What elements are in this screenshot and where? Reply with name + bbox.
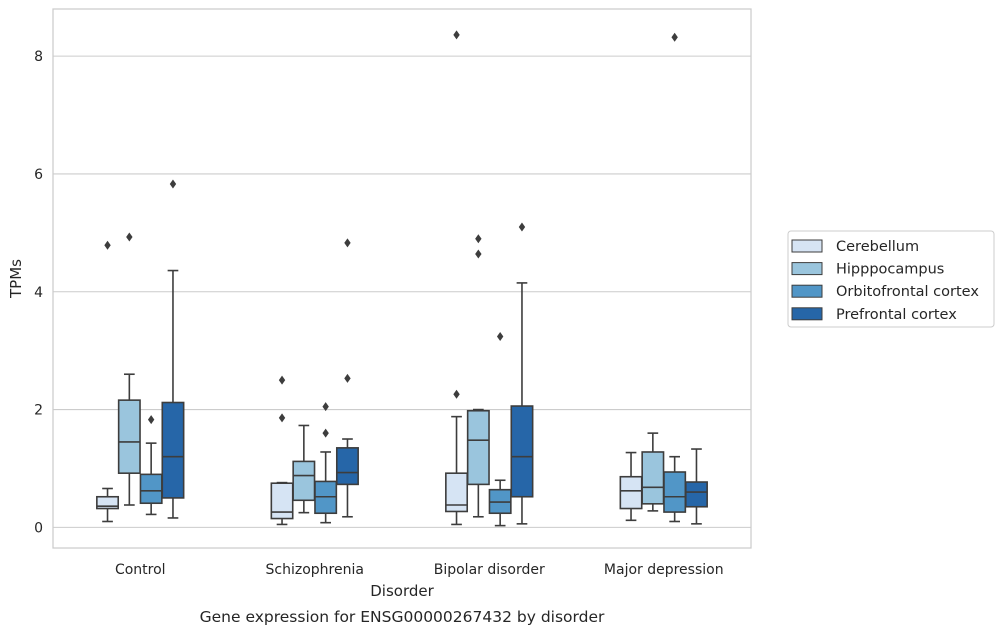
plot-area-frame: [52, 8, 752, 549]
box-iqr: [292, 460, 316, 502]
legend-label: Orbitofrontal cortex: [836, 284, 979, 300]
y-tick-label: 0: [34, 520, 43, 536]
box-1-2: [314, 402, 338, 524]
y-tick-label: 2: [34, 403, 43, 419]
y-tick-label: 4: [34, 285, 43, 301]
box-1-3: [335, 238, 359, 518]
box-iqr: [663, 471, 687, 513]
x-tick-label: Major depression: [604, 562, 724, 578]
box-iqr: [641, 451, 665, 505]
box-iqr: [510, 405, 534, 498]
outlier-point: [344, 238, 351, 248]
box-1-1: [292, 424, 316, 514]
y-tick-label: 6: [34, 167, 43, 183]
box-0-3: [161, 179, 185, 519]
legend-swatch: [791, 284, 823, 298]
legend-label: Hipppocampus: [836, 262, 944, 278]
legend-label: Prefrontal cortex: [836, 307, 957, 323]
box-3-3: [684, 448, 708, 525]
box-iqr: [335, 447, 359, 486]
outlier-point: [322, 428, 329, 438]
outlier-point: [453, 30, 460, 40]
outlier-point: [475, 249, 482, 259]
outlier-point: [169, 179, 177, 189]
outlier-point: [322, 402, 329, 412]
box-2-3: [510, 222, 534, 525]
outlier-point: [518, 222, 526, 232]
legend: Cerebellum Hipppocampus Orbitofrontal cort…: [787, 230, 995, 328]
boxes: [96, 30, 708, 527]
box-iqr: [96, 495, 120, 510]
outlier-point: [278, 375, 286, 385]
legend-frame: [787, 230, 995, 328]
x-tick-label: Schizophrenia: [266, 562, 364, 578]
box-2-0: [445, 30, 469, 526]
box-iqr: [619, 475, 643, 510]
x-axis-ticks: Control Schizophrenia Bipolar disorder Majo…: [115, 562, 724, 578]
box-0-1: [117, 232, 141, 506]
box-iqr: [270, 482, 294, 520]
outlier-point: [344, 373, 351, 383]
box-3-2: [663, 32, 687, 523]
box-1-0: [270, 375, 294, 526]
legend-swatch: [791, 307, 823, 321]
box-3-1: [641, 432, 665, 512]
y-tick-label: 8: [34, 49, 43, 65]
y-axis-title: TPMs: [7, 259, 25, 299]
box-iqr: [445, 472, 469, 513]
outlier-point: [278, 413, 286, 423]
outlier-point: [475, 234, 482, 244]
box-3-0: [619, 451, 643, 522]
box-iqr: [139, 473, 163, 505]
box-2-2: [488, 332, 512, 527]
y-axis-ticks: 0 2 4 6 8: [34, 49, 43, 536]
box-0-2: [139, 415, 163, 516]
legend-swatch: [791, 239, 823, 253]
outlier-point: [453, 389, 460, 399]
box-2-1: [466, 234, 490, 518]
outlier-point: [496, 332, 504, 342]
legend-label: Cerebellum: [836, 239, 919, 255]
box-iqr: [466, 409, 490, 486]
outlier-point: [104, 240, 111, 250]
outlier-point: [147, 415, 155, 425]
outlier-point: [671, 32, 678, 42]
legend-swatch: [791, 262, 823, 276]
x-axis-title: Disorder: [370, 582, 434, 600]
x-tick-label: Control: [115, 562, 166, 578]
x-tick-label: Bipolar disorder: [434, 562, 545, 578]
box-0-0: [96, 240, 120, 523]
box-iqr: [684, 481, 708, 508]
outlier-point: [126, 232, 133, 242]
box-iqr: [161, 401, 185, 499]
box-iqr: [117, 399, 141, 474]
chart-caption: Gene expression for ENSG00000267432 by d…: [200, 608, 605, 626]
